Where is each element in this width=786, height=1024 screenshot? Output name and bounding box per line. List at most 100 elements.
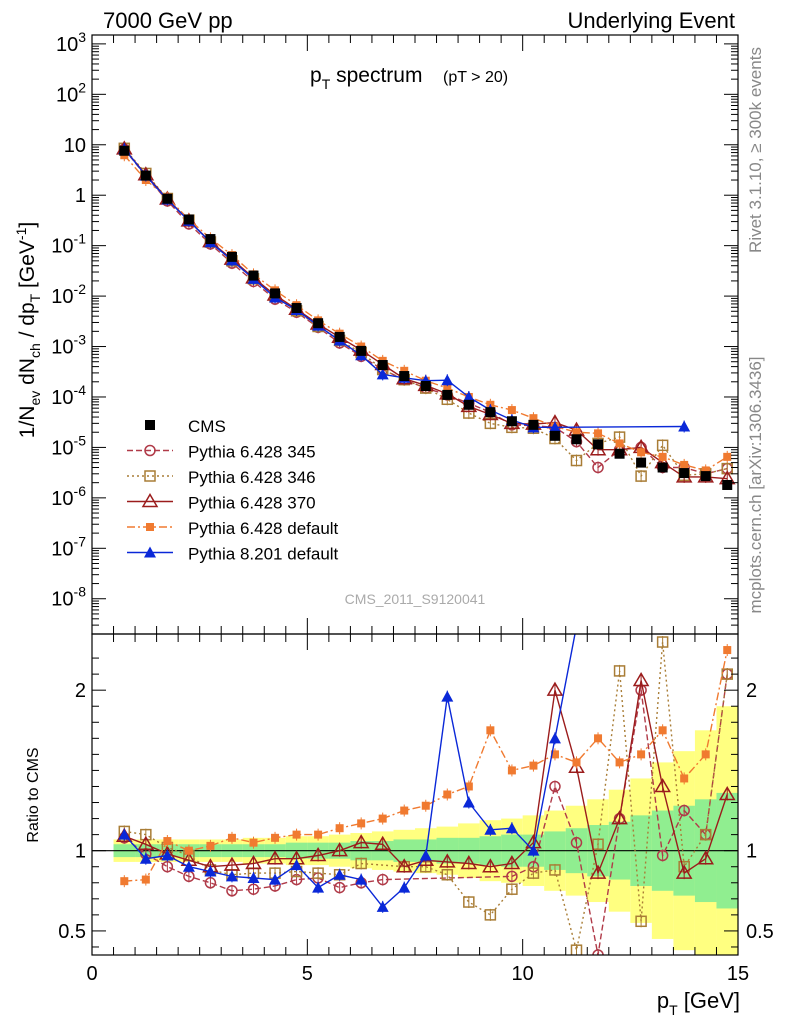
point-p6def	[249, 838, 258, 847]
y-axis-label-main: 1/Nev dNch / dpT [GeV-1]	[13, 222, 43, 438]
point-p370	[718, 786, 736, 801]
point-p8def	[505, 822, 518, 834]
point-p8def	[376, 900, 389, 912]
point-p345	[247, 883, 260, 895]
main-ytick-label: 10-3	[51, 332, 86, 359]
point-p8def	[484, 823, 497, 835]
point-cms	[313, 318, 324, 329]
legend-marker-p370	[141, 493, 159, 508]
point-cms	[226, 251, 237, 262]
point-p6def	[507, 406, 516, 415]
legend-label-p345: Pythia 6.428 345	[188, 443, 316, 462]
point-cms	[399, 371, 410, 382]
point-p346	[613, 665, 626, 677]
main-ytick-label: 10-6	[51, 483, 86, 510]
series-line-p8def	[123, 634, 576, 908]
point-p346	[441, 869, 454, 881]
point-p6def	[335, 824, 344, 833]
point-p8def	[269, 873, 282, 885]
main-ytick-label: 10-7	[51, 533, 86, 560]
point-cms	[636, 457, 647, 468]
point-p6def	[658, 726, 667, 735]
point-p346	[484, 909, 497, 921]
point-cms	[593, 439, 604, 450]
point-p6def	[357, 819, 366, 828]
main-ytick-label: 10-4	[51, 382, 86, 409]
point-p370	[654, 777, 671, 793]
main-ytick-label: 103	[56, 29, 86, 56]
point-p370	[223, 856, 241, 871]
point-p6def	[615, 439, 624, 448]
point-p6def	[572, 428, 581, 437]
point-p8def	[376, 368, 389, 380]
series-line-p345	[123, 674, 728, 955]
plot-title-T: T	[322, 76, 331, 92]
header-left: 7000 GeV pp	[103, 8, 233, 33]
point-p370	[632, 672, 650, 687]
point-p346	[506, 883, 518, 895]
point-p345	[161, 860, 174, 873]
point-p370	[395, 858, 413, 873]
point-p370	[266, 850, 284, 865]
point-p370	[374, 835, 392, 851]
point-p8def	[225, 870, 238, 882]
point-p370	[546, 681, 564, 696]
point-p8def	[204, 865, 217, 877]
point-p345	[204, 877, 217, 889]
point-p370	[611, 810, 628, 825]
point-p345	[333, 881, 346, 894]
x-axis-label: pT [GeV]	[657, 988, 740, 1018]
point-p6def	[443, 384, 452, 393]
point-p345	[592, 461, 604, 474]
point-p346	[463, 896, 475, 908]
point-p346	[549, 864, 561, 876]
point-p8def	[462, 390, 475, 402]
point-p370	[331, 842, 348, 857]
point-p370	[460, 855, 478, 870]
point-p6def	[141, 875, 150, 884]
point-p8def	[355, 873, 368, 885]
legend-marker-p345	[144, 444, 156, 457]
point-cms	[205, 234, 216, 245]
series-line-p6def	[124, 649, 728, 882]
point-p6def	[378, 814, 387, 823]
point-cms	[183, 214, 194, 225]
point-p8def	[398, 881, 411, 893]
point-p6def	[400, 366, 409, 375]
ratio-xtick-label: 15	[727, 963, 749, 985]
point-p370	[352, 834, 370, 849]
point-cms	[506, 416, 517, 427]
point-p370	[675, 864, 693, 879]
main-frame: 10-8 10-7 10-6 10-5 10-4 10-3 10-2 10-1 1 10 102 10…	[51, 29, 739, 635]
legend-label-p8def: Pythia 8.201 default	[188, 545, 339, 564]
point-p8def	[678, 420, 691, 432]
point-p370	[697, 850, 715, 865]
point-cms	[722, 479, 733, 490]
point-p370	[245, 855, 262, 870]
point-cms	[270, 288, 281, 299]
point-p6def	[594, 429, 603, 438]
point-p346	[699, 828, 712, 841]
point-p6def	[637, 448, 646, 457]
main-ytick-label: 102	[56, 79, 86, 106]
ratio-plot-panel: 0.5 0.5 1 1 2 2 0 5 10 15	[58, 633, 774, 985]
point-p345	[678, 804, 690, 817]
main-ytick-label: 10-5	[51, 432, 86, 459]
point-p6def	[615, 758, 624, 767]
ratio-ytick-label-right: 2	[746, 680, 757, 702]
legend-label-p346: Pythia 6.428 346	[188, 468, 316, 487]
point-p8def	[441, 374, 454, 386]
plot-title-p: p	[310, 64, 322, 87]
point-cms	[377, 360, 388, 371]
point-p8def	[290, 859, 303, 871]
point-cms	[162, 193, 173, 204]
point-p345	[226, 885, 238, 897]
point-p6def	[400, 806, 409, 815]
point-p8def	[161, 849, 174, 861]
point-cms	[442, 389, 453, 400]
point-cms	[700, 471, 711, 482]
point-p6def	[292, 830, 301, 839]
point-p346	[570, 944, 583, 955]
point-p6def	[184, 846, 193, 855]
ratio-ytick-label-right: 1	[746, 841, 757, 863]
